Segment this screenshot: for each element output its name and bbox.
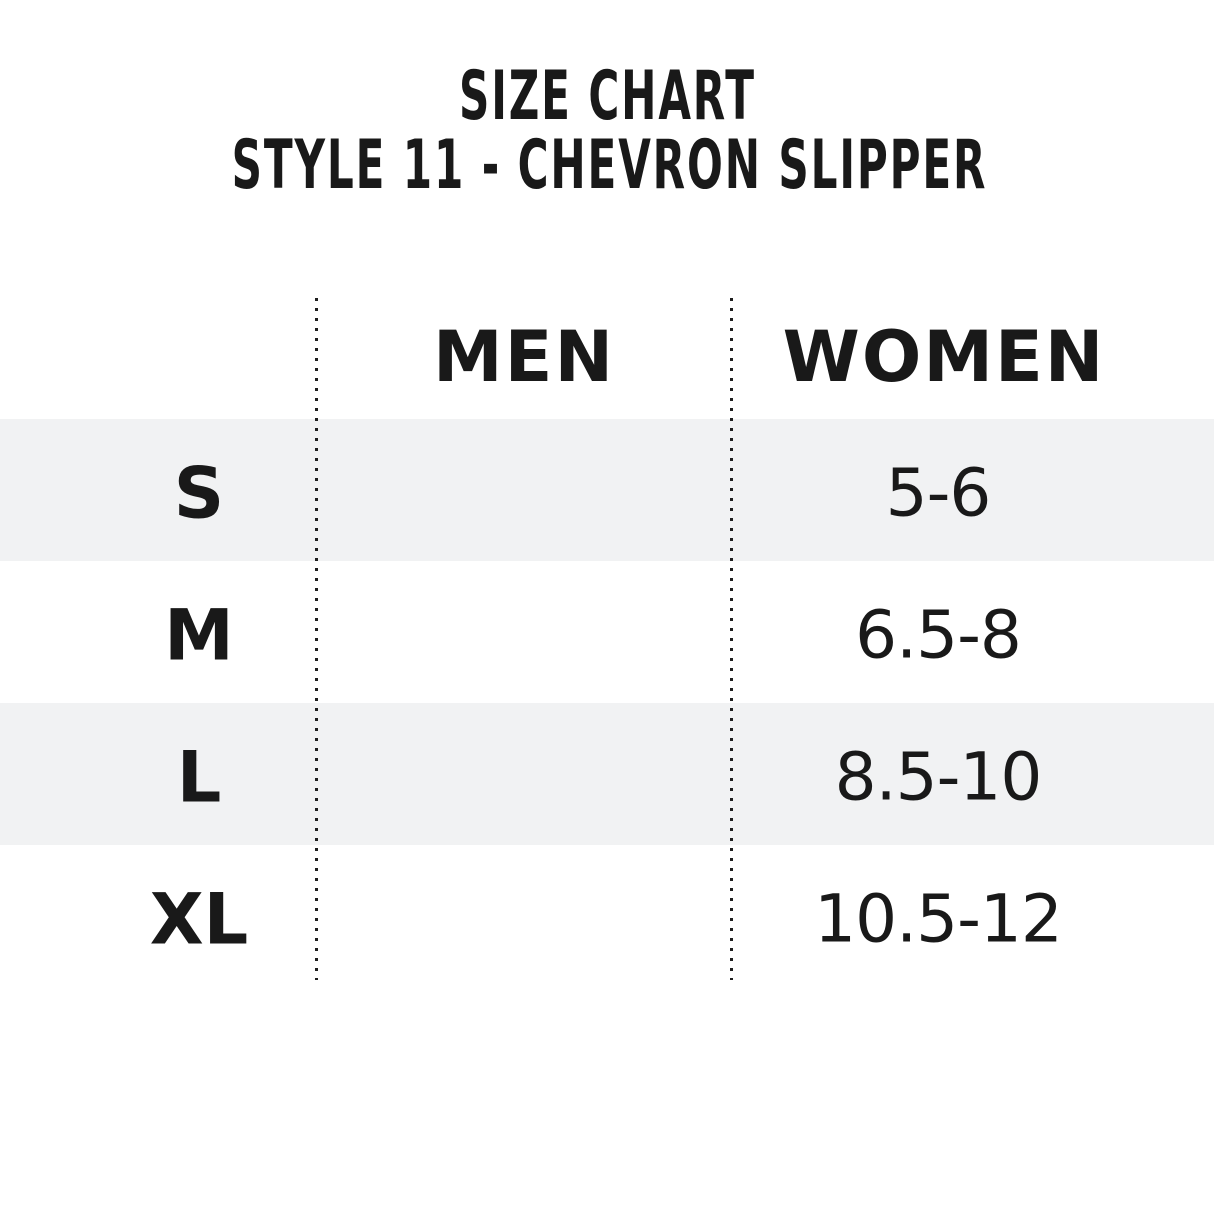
page-subtitle: STYLE 11 - CHEVRON SLIPPER: [0, 131, 1214, 201]
table-row-m: M 6.5-8: [0, 561, 1214, 703]
column-header-women: WOMEN: [782, 316, 1106, 398]
women-value-m: 6.5-8: [855, 596, 1022, 674]
page-subtitle-text: STYLE 11 - CHEVRON SLIPPER: [231, 126, 988, 205]
column-header-men: MEN: [432, 316, 616, 398]
women-value-s: 5-6: [885, 454, 992, 532]
table-row-xl: XL 10.5-12: [0, 845, 1214, 987]
table-row-s: S 5-6: [0, 419, 1214, 561]
column-divider-left: [315, 298, 318, 980]
size-label-m: M: [164, 594, 234, 677]
table-row-l: L 8.5-10: [0, 703, 1214, 845]
women-value-xl: 10.5-12: [814, 880, 1063, 958]
size-label-xl: XL: [149, 878, 249, 961]
size-label-s: S: [173, 452, 225, 535]
women-value-l: 8.5-10: [834, 738, 1043, 816]
page-title-text: SIZE CHART: [458, 57, 756, 136]
column-divider-right: [730, 298, 733, 980]
page-title: SIZE CHART: [0, 62, 1214, 132]
size-label-l: L: [176, 736, 222, 819]
